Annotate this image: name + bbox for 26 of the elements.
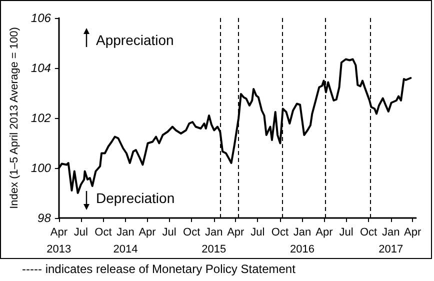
x-tick-label: Apr [227,226,245,238]
y-tick-label: 106 [30,11,52,25]
x-tick-label: Apr 2013 [46,226,72,256]
x-tick-label: Jul [162,226,176,238]
x-tick-label: Oct [360,226,378,238]
annotation: Depreciation [96,190,175,206]
y-tick-label: 100 [30,161,52,175]
x-tick-label: Jan 2017 [378,226,404,256]
x-tick-label: Oct [94,226,112,238]
y-tick-label: 104 [30,61,52,75]
x-tick-label: Jul [74,226,88,238]
x-tick-label: Jul [250,226,265,238]
x-tick-label: Oct [271,226,289,238]
y-axis-title: Index (1–5 April 2013 Average = 100) [8,27,20,209]
annotation: Appreciation [96,32,174,48]
x-tick-label: Apr [138,226,156,238]
x-tick-label: Jul [339,226,354,238]
x-tick-label: Oct [183,226,200,238]
y-tick-label: 102 [30,111,52,125]
y-tick-label: 98 [38,211,52,225]
x-tick-label: Jan 2015 [202,226,226,256]
x-tick-label: Jan 2014 [113,226,138,256]
x-tick-label: Apr [404,226,422,238]
x-tick-label: Apr [316,226,334,238]
x-tick-label: Jan 2016 [290,226,314,256]
text: ----- indicates release of Monetary Policy Statement [22,262,296,276]
